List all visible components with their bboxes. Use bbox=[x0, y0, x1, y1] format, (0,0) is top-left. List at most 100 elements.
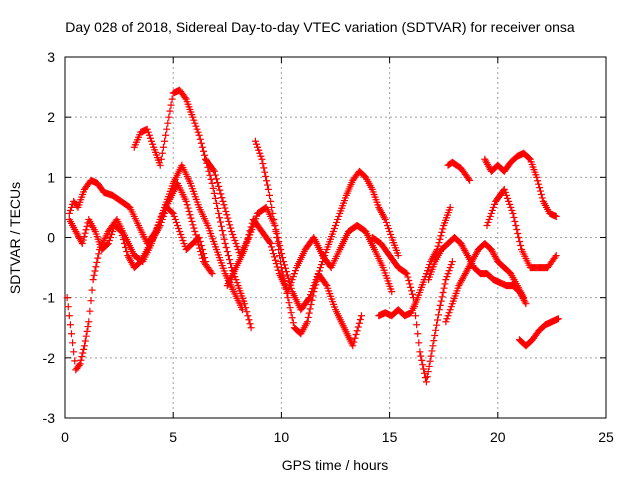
data-point bbox=[426, 357, 434, 365]
data-point bbox=[80, 233, 88, 241]
data-point bbox=[176, 227, 184, 235]
data-point bbox=[501, 188, 509, 196]
data-point bbox=[217, 190, 225, 198]
data-point bbox=[519, 292, 527, 300]
data-point bbox=[88, 286, 96, 294]
data-point bbox=[551, 253, 559, 261]
data-point bbox=[145, 131, 153, 139]
data-point bbox=[208, 179, 216, 187]
data-point bbox=[447, 261, 455, 269]
data-point bbox=[198, 143, 206, 151]
data-point bbox=[195, 234, 203, 241]
data-point bbox=[355, 319, 363, 327]
data-point bbox=[84, 323, 92, 331]
data-point bbox=[242, 242, 250, 250]
data-point bbox=[219, 197, 227, 205]
data-point bbox=[357, 312, 365, 320]
data-point bbox=[515, 234, 523, 241]
data-point bbox=[270, 253, 278, 261]
y-tick-label: 3 bbox=[47, 49, 55, 65]
series-track-n bbox=[483, 185, 560, 272]
data-point bbox=[155, 223, 163, 231]
data-point bbox=[194, 128, 202, 136]
data-point bbox=[64, 303, 72, 311]
data-point bbox=[317, 261, 325, 269]
data-point bbox=[409, 294, 417, 302]
data-point bbox=[466, 176, 474, 184]
data-point bbox=[186, 211, 194, 219]
data-point bbox=[188, 217, 196, 225]
data-point bbox=[243, 238, 251, 246]
data-point bbox=[412, 312, 420, 320]
data-point bbox=[182, 197, 190, 205]
data-point bbox=[272, 225, 280, 233]
y-tick-label: -2 bbox=[43, 350, 56, 366]
data-point bbox=[285, 299, 293, 307]
data-point bbox=[443, 315, 451, 323]
data-point bbox=[505, 197, 513, 205]
data-point bbox=[264, 185, 272, 193]
data-point bbox=[415, 339, 423, 347]
data-point bbox=[506, 200, 514, 208]
data-point bbox=[257, 152, 265, 160]
data-point bbox=[156, 221, 164, 229]
data-point bbox=[165, 113, 173, 121]
data-point bbox=[385, 224, 393, 232]
data-point bbox=[517, 242, 525, 250]
y-tick-label: 2 bbox=[47, 109, 55, 125]
data-point bbox=[78, 353, 86, 361]
data-point bbox=[487, 209, 495, 217]
data-point bbox=[187, 214, 195, 222]
data-point bbox=[486, 212, 494, 220]
data-point bbox=[199, 250, 207, 258]
data-point bbox=[535, 180, 543, 188]
data-point bbox=[231, 237, 239, 245]
data-point bbox=[244, 234, 252, 242]
data-point bbox=[148, 137, 156, 145]
data-point bbox=[83, 327, 91, 335]
data-point bbox=[435, 239, 443, 247]
data-point bbox=[247, 223, 255, 231]
data-point bbox=[424, 368, 432, 376]
series-track-h bbox=[375, 203, 454, 320]
data-point bbox=[227, 260, 235, 268]
data-point bbox=[93, 258, 101, 266]
data-point bbox=[333, 218, 341, 226]
data-point bbox=[288, 276, 296, 284]
data-point bbox=[274, 266, 282, 274]
data-point bbox=[284, 294, 292, 302]
data-point bbox=[438, 293, 446, 301]
data-point bbox=[447, 303, 455, 311]
data-point bbox=[267, 197, 275, 205]
data-point bbox=[277, 246, 285, 254]
data-point bbox=[183, 201, 191, 209]
data-point bbox=[431, 331, 439, 339]
data-point bbox=[429, 342, 437, 350]
series-track-l bbox=[444, 158, 474, 184]
data-point bbox=[283, 271, 291, 279]
data-point bbox=[281, 261, 289, 269]
data-point bbox=[121, 240, 129, 248]
x-axis-label: GPS time / hours bbox=[282, 457, 389, 473]
data-point bbox=[534, 177, 542, 185]
series-track-e bbox=[251, 137, 402, 338]
data-point bbox=[81, 229, 89, 237]
data-point bbox=[168, 95, 176, 103]
data-point bbox=[536, 184, 544, 192]
data-point bbox=[106, 234, 114, 241]
data-point bbox=[356, 315, 364, 323]
data-point bbox=[423, 267, 431, 275]
data-point bbox=[227, 224, 235, 232]
data-point bbox=[218, 227, 226, 235]
data-point bbox=[179, 237, 187, 245]
data-point bbox=[425, 362, 433, 370]
data-point bbox=[190, 116, 198, 124]
data-point bbox=[335, 212, 343, 220]
data-point bbox=[322, 249, 330, 257]
data-point bbox=[70, 348, 78, 356]
data-point bbox=[418, 356, 426, 364]
chart-title: Day 028 of 2018, Sidereal Day-to-day VTE… bbox=[65, 19, 575, 35]
data-point bbox=[304, 313, 312, 321]
data-point bbox=[381, 215, 389, 223]
data-point bbox=[491, 200, 499, 208]
